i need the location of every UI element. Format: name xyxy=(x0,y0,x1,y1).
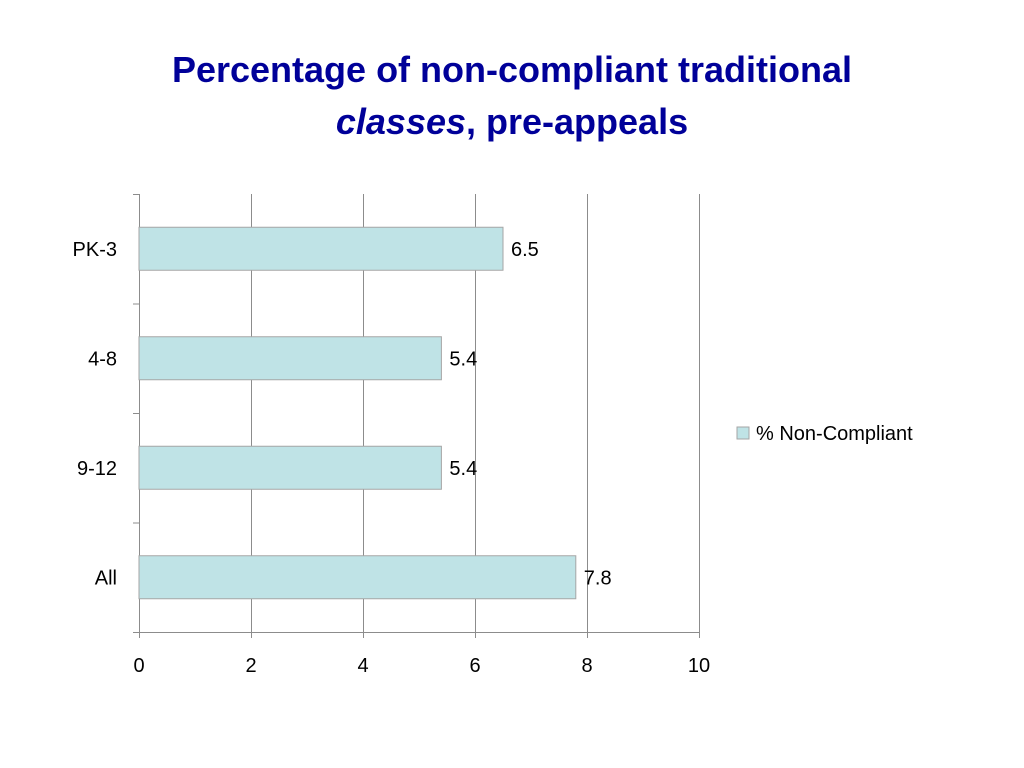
data-label: 5.4 xyxy=(449,348,477,370)
title-italic-word: classes xyxy=(335,101,467,142)
category-label: 4-8 xyxy=(88,348,117,370)
legend: % Non-Compliant xyxy=(736,423,913,445)
bars xyxy=(138,226,577,600)
data-label: 5.4 xyxy=(449,458,477,480)
legend-swatch xyxy=(736,426,750,440)
bar-9-12 xyxy=(138,445,442,490)
title-line-2-rest: , pre-appeals xyxy=(466,101,689,142)
bar-all xyxy=(138,555,577,600)
chart-title: Percentage of non-compliant traditional … xyxy=(0,44,1024,148)
bar-4-8 xyxy=(138,336,442,381)
labels: 0 2 4 6 8 10 PK-3 6.5 4-8 5.4 9-12 5.4 All 7.8 xyxy=(73,239,711,677)
data-label: 7.8 xyxy=(584,567,612,589)
legend-label: % Non-Compliant xyxy=(756,423,913,445)
category-label: 9-12 xyxy=(77,458,117,480)
title-line-2: classes, pre-appeals xyxy=(0,96,1024,148)
x-tick-label: 2 xyxy=(245,655,256,677)
category-label: PK-3 xyxy=(73,239,117,261)
data-label: 6.5 xyxy=(511,239,539,261)
bar-pk-3 xyxy=(138,226,504,271)
x-tick-label: 10 xyxy=(688,655,710,677)
category-label: All xyxy=(95,567,117,589)
x-tick-label: 8 xyxy=(581,655,592,677)
x-tick-label: 6 xyxy=(469,655,480,677)
x-tick-label: 4 xyxy=(357,655,368,677)
title-line-1: Percentage of non-compliant traditional xyxy=(171,49,853,90)
x-tick-label: 0 xyxy=(133,655,144,677)
